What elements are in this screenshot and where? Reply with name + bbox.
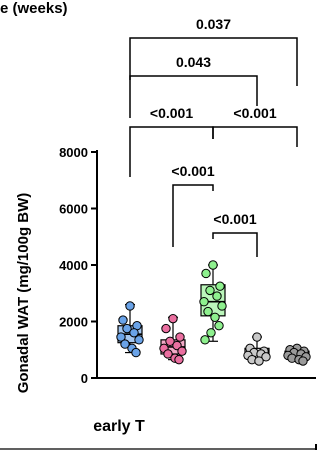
data-point bbox=[206, 328, 216, 338]
data-point bbox=[129, 328, 139, 338]
data-point bbox=[134, 335, 144, 345]
data-point bbox=[212, 291, 222, 301]
comparison-bracket: <0.001 bbox=[171, 163, 215, 247]
data-point bbox=[174, 354, 184, 365]
data-point bbox=[298, 356, 308, 366]
box-5 bbox=[283, 343, 311, 366]
data-point bbox=[122, 323, 132, 334]
comparison-brackets: 0.037 0.043 <0.001 <0.001 <0.001 <0.001 bbox=[129, 16, 298, 257]
data-point bbox=[116, 332, 126, 342]
y-tick-label: 8000 bbox=[59, 145, 88, 160]
data-point bbox=[199, 297, 209, 307]
data-point bbox=[120, 339, 130, 349]
data-point bbox=[208, 260, 218, 270]
data-point bbox=[177, 346, 187, 356]
p-value-label: <0.001 bbox=[233, 105, 276, 121]
y-axis-label: Gonadal WAT (mg/100g BW) bbox=[15, 193, 32, 394]
axes: 0 2000 4000 6000 8000 bbox=[59, 145, 316, 386]
bracket-line bbox=[212, 126, 298, 147]
x-axis-label: early T bbox=[93, 418, 145, 435]
data-point bbox=[175, 332, 185, 342]
data-point bbox=[215, 281, 225, 291]
box-4 bbox=[243, 332, 271, 366]
data-point bbox=[163, 349, 173, 359]
comparison-bracket: 0.043 bbox=[129, 54, 258, 118]
comparison-bracket: 0.037 bbox=[129, 16, 298, 86]
header-partial-text: e (weeks) bbox=[0, 0, 68, 17]
data-point bbox=[131, 347, 141, 358]
data-point bbox=[261, 352, 271, 362]
bracket-line bbox=[212, 232, 258, 257]
y-tick-label: 0 bbox=[81, 371, 88, 386]
bracket-line bbox=[172, 184, 214, 247]
data-point bbox=[201, 268, 211, 279]
data-point bbox=[203, 306, 213, 317]
data-point bbox=[214, 321, 224, 331]
data-point bbox=[200, 335, 210, 345]
p-value-label: <0.001 bbox=[213, 211, 256, 227]
y-tick-label: 4000 bbox=[59, 258, 88, 273]
bracket-line bbox=[129, 75, 258, 118]
bracket-line bbox=[129, 37, 298, 86]
box-group bbox=[116, 260, 311, 366]
data-point bbox=[168, 313, 178, 324]
box-2 bbox=[159, 313, 187, 365]
data-point bbox=[125, 301, 135, 311]
p-value-label: 0.037 bbox=[196, 16, 231, 32]
box-3 bbox=[199, 260, 227, 345]
data-point bbox=[217, 301, 227, 311]
data-point bbox=[252, 332, 262, 342]
comparison-bracket: <0.001 bbox=[212, 105, 298, 147]
data-point bbox=[118, 315, 128, 325]
p-value-label: <0.001 bbox=[150, 105, 193, 121]
data-point bbox=[165, 336, 175, 346]
data-point bbox=[254, 356, 264, 366]
data-point bbox=[205, 285, 215, 296]
box-1 bbox=[116, 301, 144, 358]
data-point bbox=[210, 312, 220, 322]
y-tick-label: 2000 bbox=[59, 315, 88, 330]
p-value-label: 0.043 bbox=[176, 54, 211, 70]
data-point bbox=[161, 323, 171, 334]
comparison-bracket: <0.001 bbox=[212, 211, 258, 257]
p-value-label: <0.001 bbox=[171, 163, 214, 179]
y-tick-label: 6000 bbox=[59, 202, 88, 217]
